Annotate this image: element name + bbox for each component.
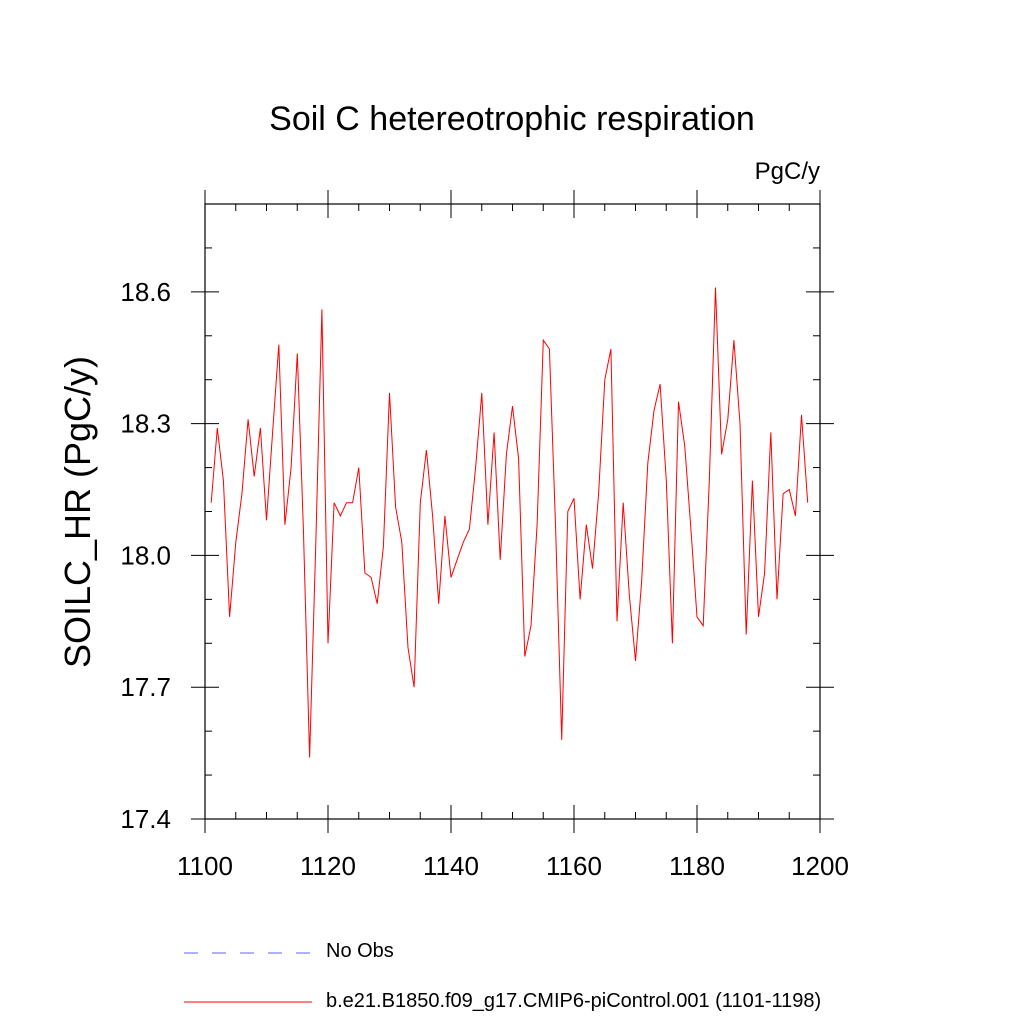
- y-tick-label: 18.0: [120, 540, 171, 570]
- units-label: PgC/y: [754, 158, 820, 185]
- x-tick-label: 1120: [300, 851, 356, 881]
- y-axis: 17.4 17.7 18.0 18.3 18.6: [120, 203, 834, 834]
- y-tick-label: 18.6: [120, 277, 171, 307]
- series-line: [210, 287, 809, 758]
- x-tick-label: 1140: [423, 851, 479, 881]
- y-tick-label: 17.7: [120, 672, 171, 702]
- plot-frame: [204, 203, 821, 820]
- y-tick-label: 17.4: [120, 804, 171, 834]
- y-tick-label: 18.3: [120, 409, 171, 439]
- legend-swatch-model: [184, 1001, 312, 1003]
- legend-label-obs: No Obs: [326, 940, 394, 962]
- x-tick-label: 1100: [177, 851, 233, 881]
- x-tick-label: 1180: [669, 851, 725, 881]
- legend-label-model: b.e21.B1850.f09_g17.CMIP6-piControl.001 …: [326, 990, 822, 1012]
- chart-title: Soil C hetereotrophic respiration: [269, 100, 755, 138]
- x-tick-label: 1160: [546, 851, 602, 881]
- x-tick-label: 1200: [791, 851, 849, 881]
- legend-swatch-obs: [184, 952, 312, 954]
- x-axis: 1100 1120 1140 1160 1180 1200: [177, 190, 849, 881]
